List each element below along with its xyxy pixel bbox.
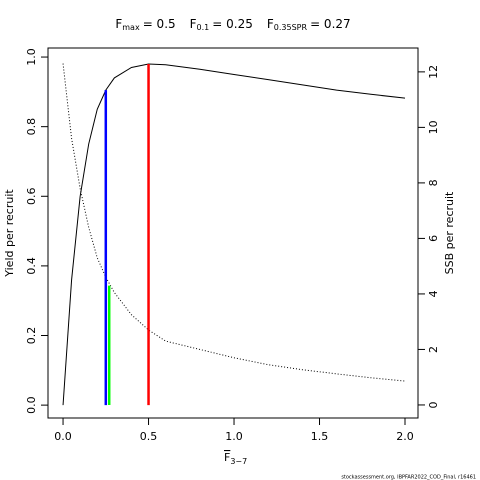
y2-tick-label: 2	[427, 346, 440, 353]
title-subscript: 0.35SPR	[274, 23, 308, 32]
x-tick-label: 1.0	[225, 430, 243, 443]
title-subscript: 0.1	[197, 23, 210, 32]
y-axis-label: Yield per recruit	[3, 189, 16, 278]
x-tick-label: 0.0	[54, 430, 72, 443]
y-tick-label: 0.4	[25, 257, 38, 275]
x-tick-label: 2.0	[396, 430, 414, 443]
y-tick-label: 0.6	[25, 188, 38, 206]
chart-title: Fmax = 0.5 F0.1 = 0.25 F0.35SPR = 0.27	[115, 17, 350, 32]
y2-tick-label: 10	[427, 120, 440, 134]
series-line	[62, 63, 406, 406]
x-axis-label: F3−7	[224, 451, 247, 466]
y-tick-label: 1.0	[25, 48, 38, 66]
title-value: = 0.27	[310, 17, 351, 31]
x-tick-label: 0.5	[140, 430, 158, 443]
x-label-main: F	[224, 451, 230, 464]
y2-tick-label: 4	[427, 290, 440, 297]
title-symbol: F	[115, 17, 122, 31]
title-symbol: F	[267, 17, 274, 31]
y2-tick-label: 0	[427, 401, 440, 408]
title-subscript: max	[122, 23, 140, 32]
plot-frame	[47, 47, 419, 419]
series-line	[62, 63, 406, 382]
title-value: = 0.5	[143, 17, 176, 31]
y2-tick-label: 12	[427, 65, 440, 79]
y-tick-label: 0.0	[25, 396, 38, 414]
x-tick-label: 1.5	[311, 430, 329, 443]
title-symbol: F	[190, 17, 197, 31]
footer: stockassessment.org, IBPFAR2022_COD_Fina…	[341, 475, 476, 480]
x-label-sub: 3−7	[230, 457, 247, 466]
y2-tick-label: 6	[427, 235, 440, 242]
y2-axis-label: SSB per recruit	[443, 191, 456, 274]
y-tick-label: 0.2	[25, 327, 38, 345]
y-tick-label: 0.8	[25, 118, 38, 135]
title-value: = 0.25	[212, 17, 253, 31]
y2-tick-label: 8	[427, 179, 440, 186]
